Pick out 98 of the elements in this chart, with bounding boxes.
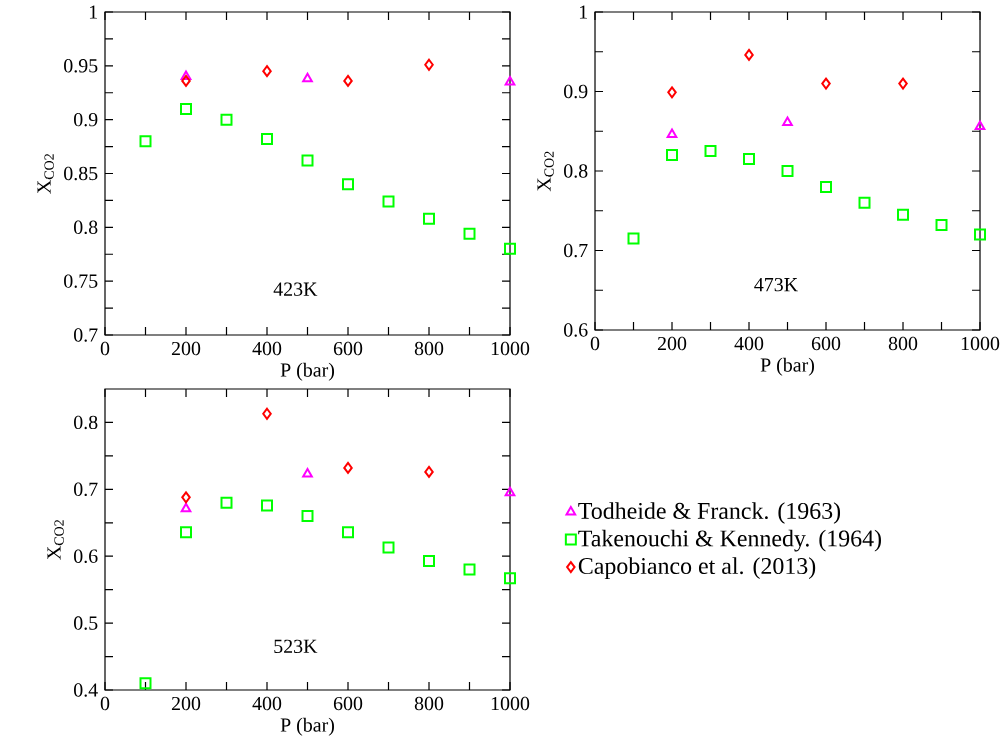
- y-tick-label: 1: [579, 5, 587, 19]
- point: [261, 499, 273, 512]
- y-tick-label: 1: [89, 5, 97, 19]
- point: [820, 180, 833, 193]
- point: [424, 465, 434, 478]
- point: [858, 196, 871, 209]
- x-tick-label: 0: [100, 696, 110, 711]
- y-tick-label: 0.8: [74, 415, 98, 430]
- point: [220, 496, 233, 509]
- point: [897, 208, 910, 221]
- point: [220, 113, 233, 126]
- y-tick-label: 0.8: [564, 164, 588, 178]
- x-tick-label: 0: [100, 341, 110, 356]
- point: [139, 677, 152, 690]
- point: [974, 228, 987, 241]
- point: [744, 48, 754, 61]
- point: [301, 154, 314, 167]
- point: [180, 102, 192, 115]
- x-tick-label: 200: [171, 696, 201, 711]
- point: [463, 227, 476, 240]
- x-tick-label: 200: [657, 336, 687, 351]
- x-tick-label: 800: [414, 696, 444, 711]
- point: [781, 165, 794, 177]
- point: [782, 116, 793, 126]
- point: [504, 75, 516, 86]
- point: [181, 491, 191, 504]
- annotation: 423K: [273, 282, 318, 296]
- point: [139, 135, 152, 148]
- y-tick-label: 0.7: [74, 482, 98, 497]
- legend-label: Capobianco et al. (2013): [578, 557, 816, 579]
- x-tick-label: 800: [414, 341, 444, 356]
- x-axis-title: P (bar): [280, 717, 334, 736]
- x-tick-label: 800: [888, 336, 918, 351]
- x-tick-label: 1000: [961, 336, 1000, 351]
- point: [302, 72, 313, 83]
- x-tick-label: 600: [811, 336, 841, 351]
- point: [743, 153, 756, 166]
- point: [181, 74, 191, 87]
- y-tick-label: 0.7: [564, 243, 588, 258]
- y-tick-label: 0.5: [74, 616, 98, 630]
- x-tick-label: 400: [252, 696, 282, 711]
- point: [424, 58, 434, 71]
- y-tick-label: 0.4: [74, 683, 98, 697]
- point: [262, 407, 272, 420]
- point: [343, 74, 353, 87]
- point: [342, 178, 354, 191]
- x-tick-label: 400: [734, 336, 764, 351]
- point: [261, 133, 273, 146]
- point: [180, 70, 192, 81]
- point: [504, 242, 516, 255]
- x-tick-label: 1000: [491, 696, 530, 711]
- point: [423, 554, 435, 567]
- x-tick-label: 200: [171, 341, 201, 356]
- x-tick-label: 600: [333, 341, 363, 356]
- y-tick-label: 0.7: [74, 328, 98, 342]
- y-tick-label: 0.6: [74, 549, 98, 563]
- point: [382, 541, 395, 554]
- point: [898, 77, 908, 90]
- annotation: 473K: [754, 277, 798, 292]
- y-tick-label: 0.95: [64, 59, 98, 73]
- point: [342, 526, 354, 539]
- point: [666, 128, 678, 138]
- y-tick-label: 0.8: [74, 220, 98, 235]
- point: [343, 461, 353, 474]
- y-tick-label: 0.75: [64, 274, 98, 288]
- x-axis-title: P (bar): [280, 362, 335, 381]
- y-tick-label: 0.9: [564, 84, 588, 99]
- point: [974, 120, 986, 130]
- point: [704, 145, 717, 158]
- y-tick-label: 0.85: [64, 166, 98, 181]
- point: [667, 86, 677, 99]
- point: [382, 195, 395, 208]
- point: [302, 467, 313, 478]
- x-tick-label: 1000: [491, 341, 530, 356]
- y-tick-label: 0.9: [74, 112, 98, 127]
- y-axis-title: X$_{CO2}$: [537, 151, 554, 192]
- point: [821, 77, 831, 90]
- point: [180, 502, 192, 513]
- point: [935, 219, 948, 232]
- y-tick-label: 0.6: [564, 323, 588, 337]
- x-axis-title: P (bar): [760, 357, 815, 376]
- y-axis-title: X$_{CO2}$: [47, 520, 64, 560]
- point: [301, 510, 314, 523]
- point: [262, 65, 272, 78]
- x-tick-label: 400: [252, 341, 282, 356]
- point: [463, 563, 476, 576]
- point: [504, 486, 516, 497]
- legend-label: Todheide & Franck. (1963): [578, 502, 841, 524]
- point: [504, 572, 517, 585]
- point: [423, 212, 435, 225]
- y-axis-title: X$_{CO2}$: [37, 154, 54, 194]
- x-tick-label: 600: [333, 696, 363, 711]
- point: [627, 232, 640, 245]
- legend-label: Takenouchi & Kennedy. (1964): [578, 529, 881, 552]
- point: [180, 526, 192, 539]
- x-tick-label: 0: [590, 336, 600, 351]
- point: [666, 149, 679, 162]
- annotation: 523K: [274, 639, 318, 654]
